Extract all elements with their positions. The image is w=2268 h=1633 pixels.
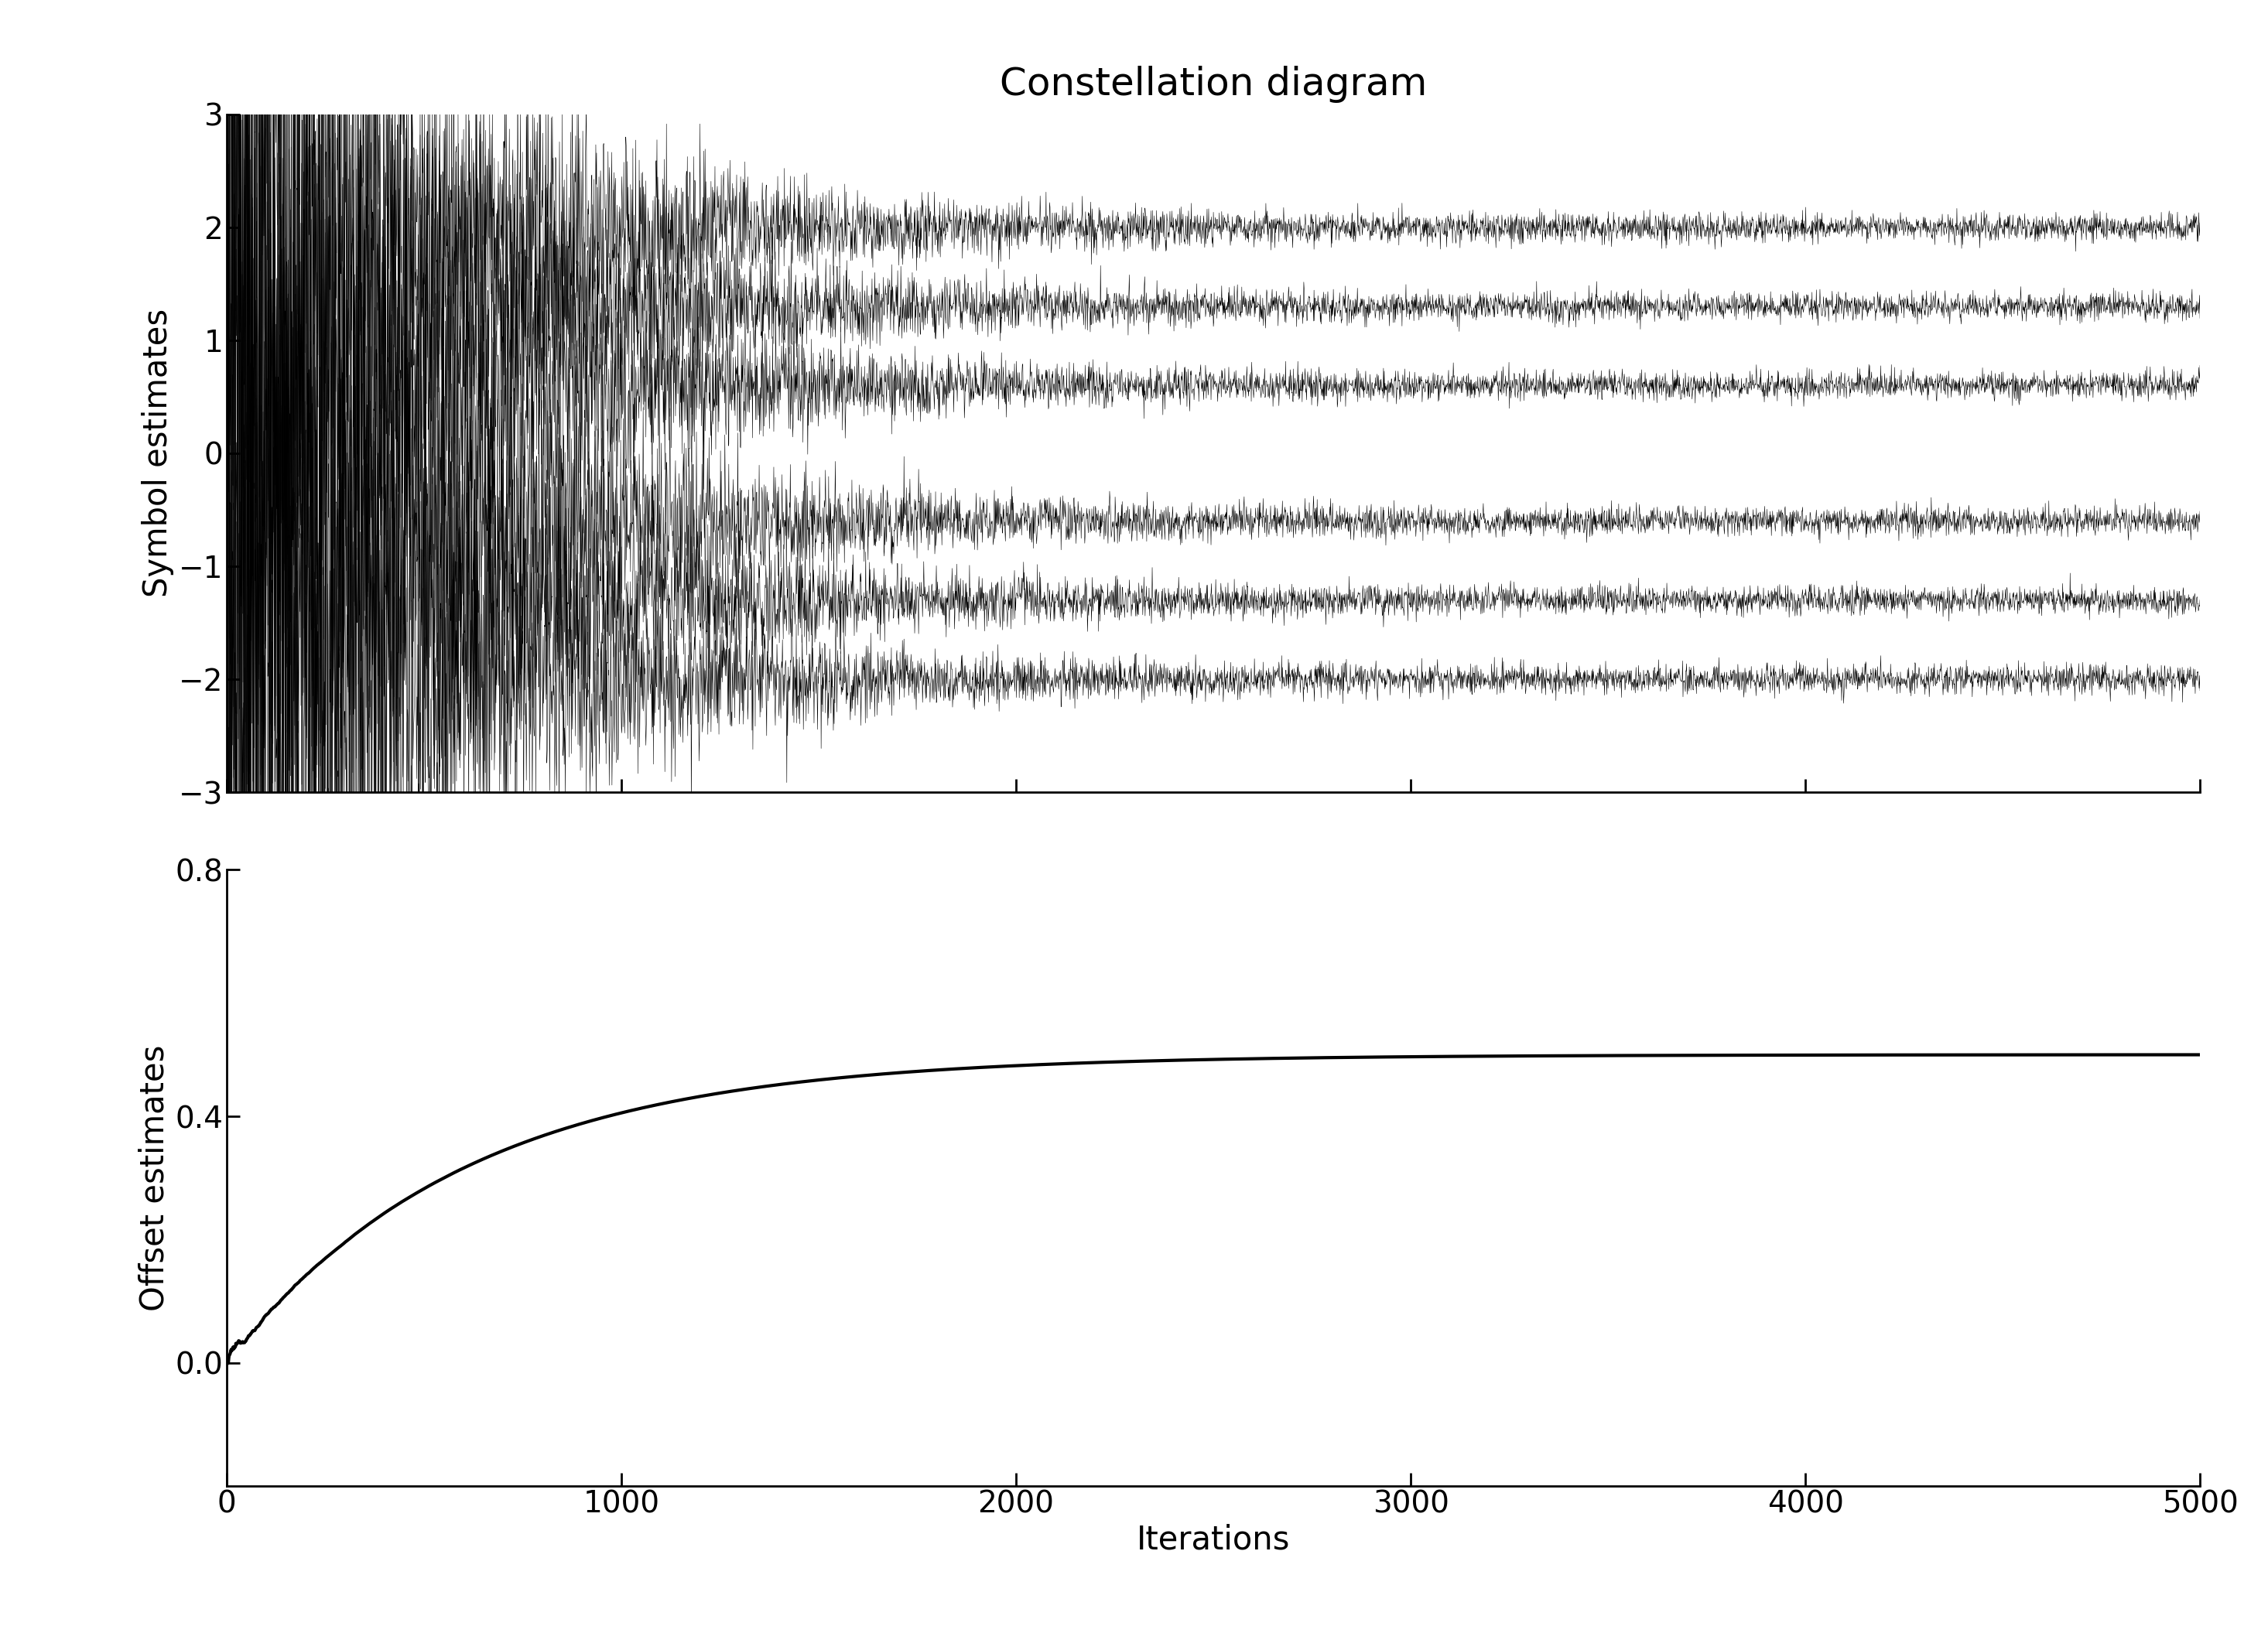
X-axis label: Iterations: Iterations	[1136, 1524, 1290, 1556]
Y-axis label: Symbol estimates: Symbol estimates	[141, 309, 175, 598]
Y-axis label: Offset estimates: Offset estimates	[138, 1045, 170, 1311]
Title: Constellation diagram: Constellation diagram	[1000, 65, 1427, 103]
